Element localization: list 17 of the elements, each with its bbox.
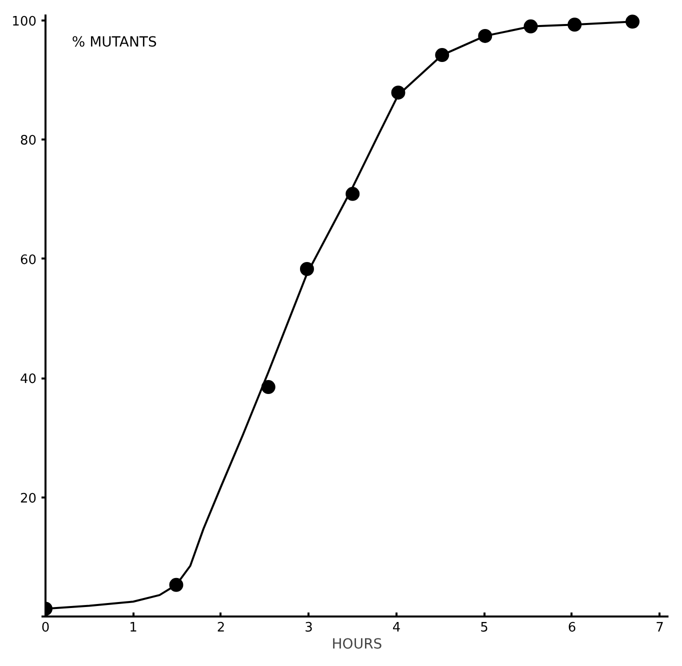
x-tick-label: 1 bbox=[129, 620, 138, 636]
x-tick-label: 5 bbox=[480, 620, 488, 636]
x-tick-label: 4 bbox=[392, 620, 401, 636]
x-tick-label: 3 bbox=[304, 620, 313, 636]
x-axis-title: HOURS bbox=[332, 636, 382, 652]
y-tick-label: 60 bbox=[20, 252, 37, 268]
x-tick-label: 0 bbox=[41, 620, 50, 636]
x-tick-label: 2 bbox=[216, 620, 226, 636]
y-axis-title: % MUTANTS bbox=[72, 34, 157, 50]
point bbox=[626, 14, 640, 29]
y-tick-label: 20 bbox=[20, 491, 37, 506]
x-tick-label: 7 bbox=[656, 620, 664, 636]
y-tick-label: 100 bbox=[12, 14, 37, 30]
point bbox=[261, 380, 276, 394]
y-tick-label: 40 bbox=[20, 372, 37, 388]
x-tick-label: 6 bbox=[568, 620, 576, 636]
y-tick-label: 80 bbox=[20, 134, 37, 149]
